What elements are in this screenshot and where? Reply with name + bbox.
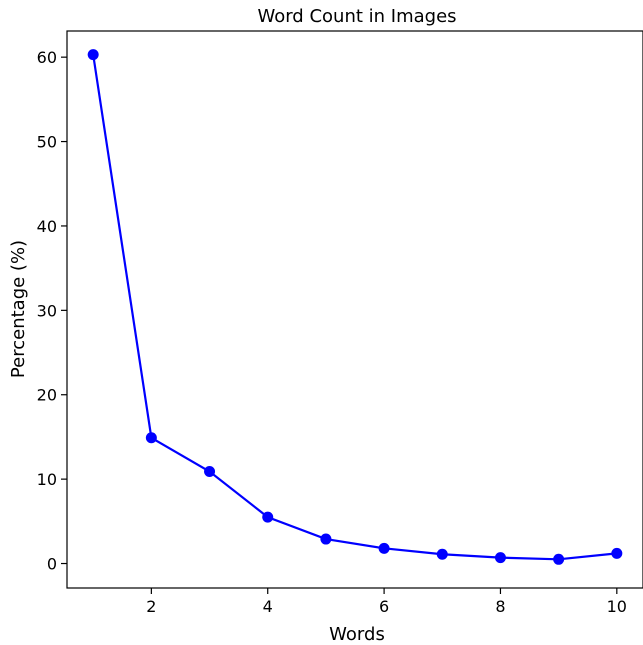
plot-frame (66, 30, 643, 589)
data-point (494, 552, 506, 564)
x-axis: 2 4 6 8 10 (146, 588, 627, 616)
data-point (204, 466, 216, 478)
y-tick-label: 50 (37, 133, 57, 152)
x-tick-label: 6 (379, 597, 389, 616)
data-point (553, 553, 565, 565)
x-tick-label: 10 (607, 597, 627, 616)
y-axis: 0 10 20 30 40 50 60 (37, 48, 67, 574)
x-tick-label: 8 (495, 597, 505, 616)
y-tick-label: 30 (37, 301, 57, 320)
chart-title: Word Count in Images (257, 6, 456, 27)
y-tick-label: 0 (47, 555, 57, 574)
x-tick-label: 2 (146, 597, 156, 616)
data-point (436, 548, 448, 560)
y-tick-label: 20 (37, 386, 57, 405)
y-tick-label: 40 (37, 217, 57, 236)
y-axis-label: Percentage (%) (8, 240, 29, 378)
data-point (611, 547, 623, 559)
x-axis-label: Words (329, 624, 385, 645)
data-point (320, 533, 332, 545)
x-tick-label: 4 (263, 597, 273, 616)
y-tick-label: 60 (37, 48, 57, 67)
data-point (145, 432, 157, 444)
data-point (378, 542, 390, 554)
series-group (87, 49, 623, 565)
data-point (262, 511, 274, 523)
series-line (92, 54, 617, 561)
y-tick-label: 10 (37, 470, 57, 489)
data-point (87, 49, 99, 61)
